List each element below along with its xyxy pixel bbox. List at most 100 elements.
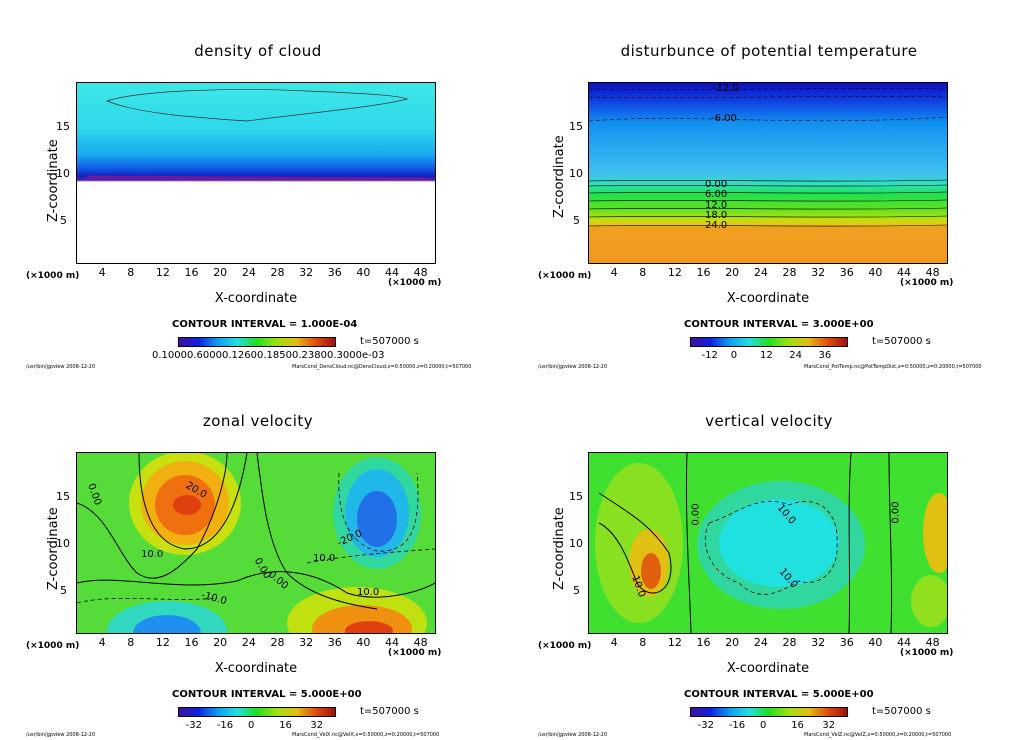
x-unit-left: (×1000 m) [26,641,80,651]
x-tick: 36 [839,636,854,649]
x-tick: 24 [241,636,256,649]
x-tick: 44 [385,266,400,279]
x-axis-label: X-coordinate [726,291,810,306]
x-tick: 40 [868,266,883,279]
x-unit-left: (×1000 m) [538,641,592,651]
x-tick: 32 [811,636,826,649]
x-tick: 8 [127,266,135,279]
time-stamp: t=507000 s [360,336,419,347]
time-stamp: t=507000 s [872,336,931,347]
colorbar-tick: 0 [248,720,255,731]
x-unit-right: (×1000 m) [388,278,442,288]
colorbar-tick: -16 [728,720,746,731]
y-tick: 15 [56,490,70,503]
x-tick: 44 [897,636,912,649]
contour-label: -12.0 [713,83,739,94]
x-tick: 20 [725,636,740,649]
y-tick: 5 [60,584,67,597]
footer-left: /usr/bin/gpview 2008-12-20 [538,732,608,738]
heatmap-vertical-velocity [589,453,947,633]
footer-right: MarsCond_PotTemp.nc@PotTempDist,x=0:5000… [804,364,982,370]
x-tick: 12 [667,636,682,649]
x-unit-right: (×1000 m) [900,648,954,658]
x-tick: 4 [98,266,106,279]
y-tick: 15 [569,120,583,133]
x-tick: 20 [725,266,740,279]
x-axis-label: X-coordinate [214,291,298,306]
contour-interval: CONTOUR INTERVAL = 1.000E-04 [172,319,358,330]
x-tick: 36 [327,636,342,649]
colorbar-tick: 36 [818,350,832,361]
contour-label: 18.0 [705,210,728,221]
x-tick: 40 [356,266,371,279]
heatmap-zonal-velocity [77,453,435,633]
colorbar-tick: -32 [697,720,714,731]
x-tick: 28 [270,266,285,279]
y-tick: 5 [60,214,67,227]
x-tick: 20 [213,636,228,649]
colorbar [690,337,848,347]
colorbar-tick: -16 [216,720,234,731]
x-tick: 28 [782,636,797,649]
x-tick: 40 [356,636,371,649]
x-tick: 48 [413,636,428,649]
colorbar-tick: -12 [701,350,718,361]
colorbar-tick: 24 [789,350,802,361]
y-tick: 5 [573,584,580,597]
colorbar-tick: 16 [279,720,292,731]
x-tick: 28 [270,636,285,649]
colorbar [178,707,336,717]
y-axis-label: Z-coordinate [552,507,567,590]
x-axis-label: X-coordinate [214,661,298,676]
x-axis-label: X-coordinate [726,661,810,676]
x-tick: 24 [753,266,768,279]
x-tick: 4 [610,266,618,279]
chart-title: disturbunce of potential temperature [620,42,918,60]
colorbar-tick: 0 [760,720,767,731]
x-tick: 16 [696,636,711,649]
heatmap-potential-temperature [589,83,947,263]
x-tick: 20 [213,266,228,279]
y-tick: 10 [569,537,583,550]
x-tick: 24 [241,266,256,279]
chart-title: vertical velocity [705,412,833,430]
x-tick: 32 [299,266,314,279]
chart-title: zonal velocity [202,412,314,430]
x-tick: 48 [925,266,940,279]
chart-title: density of cloud [194,42,322,60]
colorbar-tick: 12 [760,350,773,361]
x-tick: 8 [639,636,647,649]
x-tick: 32 [811,266,826,279]
x-unit-right: (×1000 m) [388,648,442,658]
footer-left: /usr/bin/gpview 2008-12-20 [26,364,96,370]
footer-left: /usr/bin/gpview 2008-12-20 [538,364,608,370]
plot-area: -12.0 -6.00 0.00 6.00 12.0 18.0 24.0 [588,82,948,264]
x-tick: 8 [639,266,647,279]
x-tick: 16 [184,636,199,649]
y-tick: 10 [569,167,583,180]
contour-label: 10.0 [313,553,336,564]
footer-right: MarsCond_VelZ.nc@VelZ,x=0:50000,z=0:2000… [804,732,952,738]
colorbar-label: 0.10000.60000.12600.18500.23800.3000e-03 [152,350,385,361]
contour-label: 6.00 [705,189,728,200]
x-tick: 8 [127,636,135,649]
contour-label: 0.00 [890,501,902,524]
y-tick: 5 [573,214,580,227]
y-tick: 15 [56,120,70,133]
x-unit-left: (×1000 m) [26,271,80,281]
colorbar-tick: 16 [791,720,804,731]
x-tick: 12 [667,266,682,279]
y-tick: 10 [56,167,70,180]
x-tick: 36 [327,266,342,279]
colorbar-tick: 32 [822,720,836,731]
colorbar-tick: -32 [185,720,202,731]
plot-area [76,82,436,264]
y-tick: 15 [569,490,583,503]
time-stamp: t=507000 s [360,706,419,717]
x-tick: 48 [925,636,940,649]
x-tick: 40 [868,636,883,649]
contour-label: 0.00 [705,179,728,190]
footer-right: MarsCond_DensCloud.nc@DensCloud,x=0:5000… [292,364,472,370]
y-axis-label: Z-coordinate [552,135,567,218]
colorbar [690,707,848,717]
